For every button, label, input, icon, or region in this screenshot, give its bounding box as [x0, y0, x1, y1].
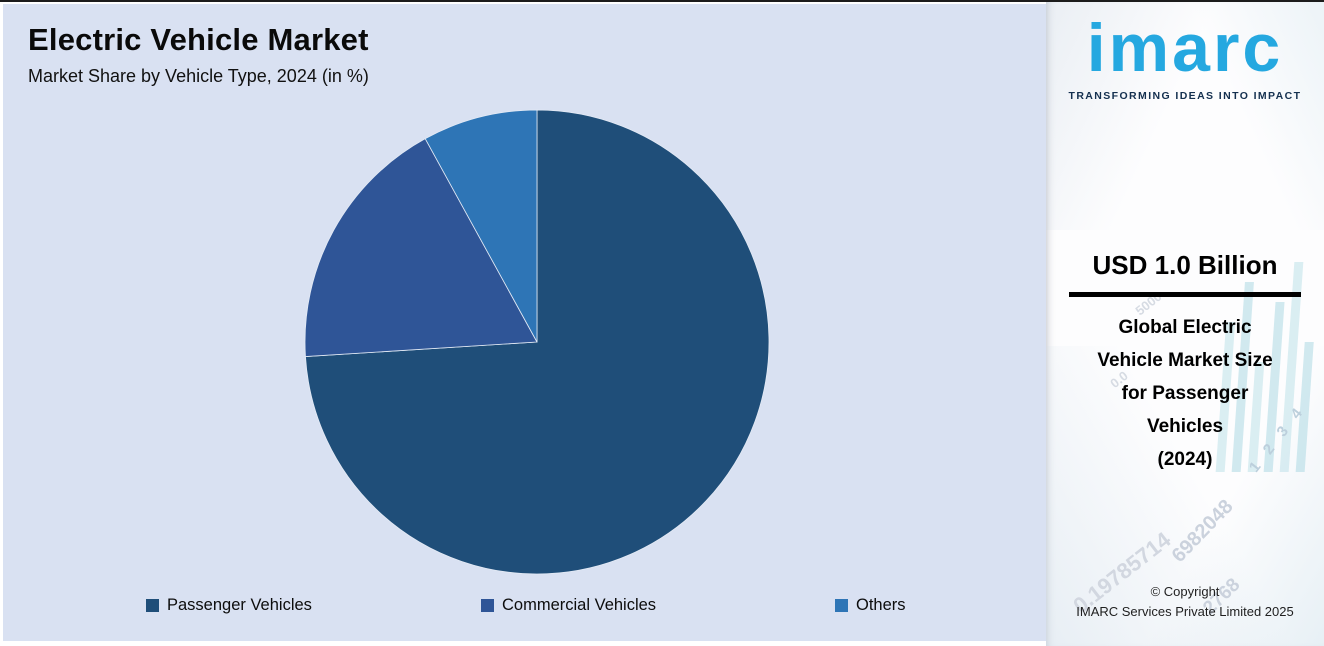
legend-swatch-passenger-vehicles: [146, 599, 159, 612]
imarc-logo-text: imarc: [1086, 10, 1284, 86]
pie-chart: [304, 109, 770, 575]
window-top-border: [0, 0, 1324, 2]
branding-panel: 6982048 0.19785714 2768 1 2 3 4 5000 0.0…: [1046, 0, 1324, 646]
legend-label: Others: [856, 596, 906, 614]
stat-value: USD 1.0 Billion: [1092, 250, 1278, 280]
copyright-notice: © Copyright IMARC Services Private Limit…: [1046, 582, 1324, 622]
legend-item-commercial-vehicles: Commercial Vehicles: [481, 596, 656, 615]
legend-item-others: Others: [835, 596, 906, 615]
stat-description-line: Global Electric: [1118, 317, 1252, 338]
market-size-stat: USD 1.0 Billion Global Electric Vehicle M…: [1046, 250, 1324, 476]
stat-description-line: Vehicles: [1146, 416, 1224, 437]
page-title: Electric Vehicle Market: [28, 22, 369, 57]
stat-description-line: for Passenger: [1121, 383, 1249, 404]
legend-label: Passenger Vehicles: [167, 596, 312, 614]
legend-label: Commercial Vehicles: [502, 596, 657, 614]
chart-canvas: Electric Vehicle Market Market Share by …: [3, 4, 1046, 641]
imarc-logo: imarc TRANSFORMING IDEAS INTO IMPACT: [1046, 14, 1324, 102]
stat-divider: [1069, 292, 1301, 297]
stat-description: Global Electric Vehicle Market Size for Pa…: [1046, 311, 1324, 476]
copyright-line: © Copyright: [1150, 584, 1220, 599]
legend-swatch-commercial-vehicles: [481, 599, 494, 612]
chart-subtitle: Market Share by Vehicle Type, 2024 (in %…: [28, 66, 369, 86]
pie-chart-svg: [304, 109, 770, 575]
chart-legend: Passenger Vehicles Commercial Vehicles O…: [3, 596, 1046, 624]
pie-slice-others: [424, 109, 538, 343]
legend-item-passenger-vehicles: Passenger Vehicles: [146, 596, 312, 615]
imarc-tagline: TRANSFORMING IDEAS INTO IMPACT: [1068, 90, 1302, 102]
legend-swatch-others: [835, 599, 848, 612]
copyright-line: IMARC Services Private Limited 2025: [1076, 604, 1294, 619]
stat-description-line: Vehicle Market Size: [1097, 350, 1273, 371]
pie-slice-commercial-vehicles: [304, 138, 538, 357]
stat-description-line: (2024): [1157, 449, 1213, 470]
